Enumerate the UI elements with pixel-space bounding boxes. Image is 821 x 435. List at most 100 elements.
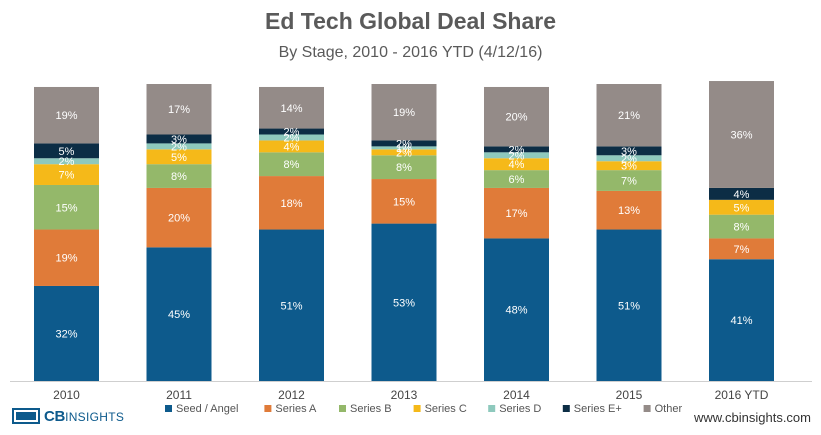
data-label-series-d-2011: 2% <box>171 141 187 153</box>
bar-other-2010 <box>34 86 99 144</box>
website-url: www.cbinsights.com <box>693 410 811 425</box>
legend-item-series-e: Series E+ <box>562 403 622 415</box>
bar-series-e-2010 <box>34 143 99 159</box>
bar-series-e-2011 <box>146 134 212 144</box>
bar-series-a-2010 <box>34 229 99 286</box>
bar-series-c-2013 <box>371 149 437 156</box>
bar-series-e-2016-ytd <box>709 187 774 200</box>
x-tick-label: 2013 <box>391 388 418 402</box>
bar-other-2016-ytd <box>709 81 774 188</box>
data-label-series-e-2011: 3% <box>171 134 187 146</box>
bar-series-d-2015 <box>596 155 662 162</box>
data-label-series-b-2011: 8% <box>171 171 187 183</box>
data-label-series-e-2013: 2% <box>396 138 412 150</box>
legend-label-series-e: Series E+ <box>574 403 622 415</box>
legend-label-seed-angel: Seed / Angel <box>176 403 238 415</box>
data-label-series-d-2014: 2% <box>509 150 525 162</box>
bar-seed-angel-2015 <box>596 229 662 381</box>
data-label-series-b-2014: 6% <box>509 174 525 186</box>
x-tick-label: 2010 <box>53 388 80 402</box>
legend-swatch-series-a <box>264 405 272 412</box>
bar-seed-angel-2011 <box>146 247 212 381</box>
bar-series-a-2011 <box>146 187 212 248</box>
legend-label-series-b: Series B <box>350 403 392 415</box>
data-label-seed-angel-2011: 45% <box>168 309 190 321</box>
data-labels-layer: 32%19%15%7%2%5%19%45%20%8%5%2%3%17%51%18… <box>55 103 752 341</box>
data-label-series-e-2016-ytd: 4% <box>734 189 750 201</box>
bar-series-c-2011 <box>146 149 212 165</box>
data-label-seed-angel-2010: 32% <box>55 328 77 340</box>
bar-series-c-2010 <box>34 164 99 185</box>
data-label-series-b-2010: 15% <box>55 202 77 214</box>
legend-label-series-d: Series D <box>499 403 541 415</box>
legend: Seed / Angel Series A Series B Series C Seri… <box>165 403 682 415</box>
bar-series-c-2015 <box>596 161 662 171</box>
bar-other-2014 <box>484 86 549 147</box>
data-label-series-a-2011: 20% <box>168 213 190 225</box>
bar-series-e-2015 <box>596 146 662 156</box>
bar-seed-angel-2010 <box>34 285 99 381</box>
bars-layer <box>34 81 774 381</box>
data-label-series-e-2012: 2% <box>284 127 300 139</box>
legend-swatch-seed-angel <box>165 405 172 412</box>
legend-item-series-b: Series B <box>339 403 392 415</box>
bar-series-e-2013 <box>371 140 437 147</box>
bar-other-2015 <box>596 84 662 147</box>
cb-insights-logo-text: CBINSIGHTS <box>44 407 125 425</box>
legend-label-series-c: Series C <box>425 403 467 415</box>
x-tick-label: 2014 <box>503 388 530 402</box>
data-label-series-c-2013: 2% <box>396 147 412 159</box>
legend-swatch-series-e <box>562 405 570 412</box>
data-label-seed-angel-2013: 53% <box>393 297 415 309</box>
bar-other-2012 <box>259 86 324 129</box>
bar-series-a-2016-ytd <box>709 238 774 260</box>
legend-swatch-other <box>643 405 651 412</box>
bar-series-a-2013 <box>371 179 437 224</box>
x-tick-labels: 2010 2011 2012 2013 2014 2015 2016 YTD <box>53 388 769 402</box>
bar-series-b-2010 <box>34 184 99 230</box>
data-label-seed-angel-2014: 48% <box>505 305 527 317</box>
cb-insights-logo-icon <box>12 408 40 424</box>
data-label-series-b-2013: 8% <box>396 162 412 174</box>
bar-series-c-2014 <box>484 158 549 171</box>
bar-series-a-2012 <box>259 176 324 230</box>
data-label-seed-angel-2016-ytd: 41% <box>730 315 752 327</box>
x-tick-label: 2016 YTD <box>715 388 769 402</box>
bar-series-b-2016-ytd <box>709 214 774 239</box>
chart-subtitle: By Stage, 2010 - 2016 YTD (4/12/16) <box>278 44 543 61</box>
data-label-series-c-2011: 5% <box>171 152 187 164</box>
data-label-other-2016-ytd: 36% <box>730 129 752 141</box>
data-label-series-e-2015: 3% <box>621 146 637 158</box>
bar-series-a-2014 <box>484 187 549 239</box>
cb-insights-logo: CBINSIGHTS <box>12 405 124 427</box>
bar-series-d-2013 <box>371 146 437 150</box>
legend-item-series-c: Series C <box>413 403 467 415</box>
data-label-series-b-2015: 7% <box>621 176 637 188</box>
bar-series-b-2013 <box>371 155 437 180</box>
data-label-series-c-2010: 7% <box>59 170 75 182</box>
data-label-seed-angel-2015: 51% <box>618 300 640 312</box>
legend-swatch-series-d <box>488 405 496 412</box>
bar-series-b-2015 <box>596 170 662 191</box>
bar-series-e-2014 <box>484 146 549 153</box>
data-label-series-c-2014: 4% <box>509 159 525 171</box>
bar-seed-angel-2016-ytd <box>709 259 774 381</box>
legend-item-seed-angel: Seed / Angel <box>165 403 238 415</box>
data-label-series-d-2013: 1% <box>396 143 412 155</box>
data-label-seed-angel-2012: 51% <box>280 300 302 312</box>
x-tick-label: 2012 <box>278 388 305 402</box>
bar-series-e-2012 <box>259 128 324 135</box>
bar-series-b-2011 <box>146 164 212 188</box>
x-tick-label: 2015 <box>616 388 643 402</box>
bar-series-c-2016-ytd <box>709 199 774 215</box>
data-label-series-a-2012: 18% <box>280 198 302 210</box>
legend-swatch-series-b <box>339 405 346 412</box>
legend-item-other: Other <box>643 403 682 415</box>
data-label-series-d-2015: 2% <box>621 153 637 165</box>
bar-series-d-2010 <box>34 158 99 165</box>
data-label-other-2011: 17% <box>168 104 190 116</box>
x-tick-label: 2011 <box>166 388 192 402</box>
bar-series-d-2014 <box>484 152 549 159</box>
legend-swatch-series-c <box>413 405 421 412</box>
